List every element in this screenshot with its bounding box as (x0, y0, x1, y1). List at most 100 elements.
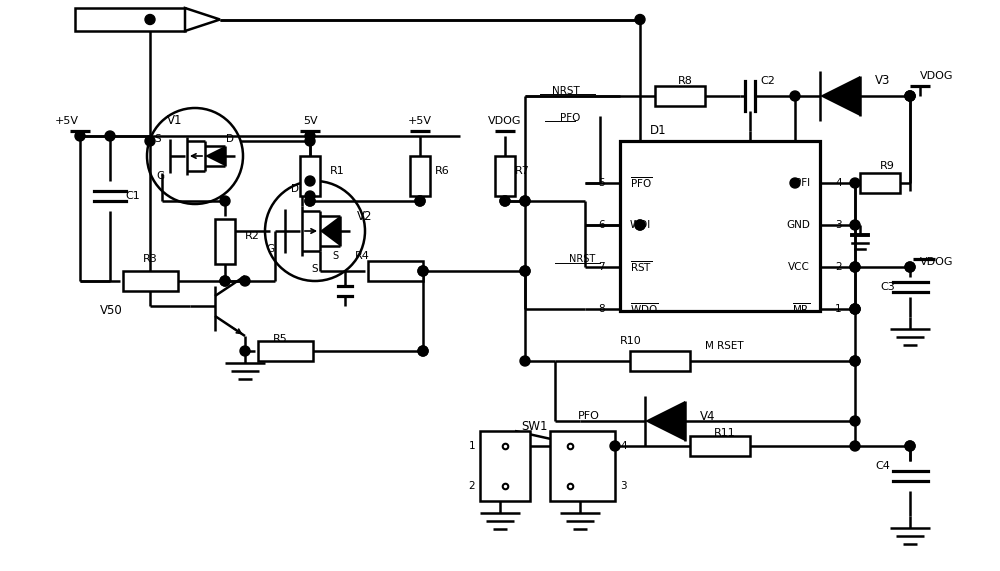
Text: VDOG: VDOG (920, 71, 954, 81)
Text: D1: D1 (650, 124, 667, 138)
Bar (480, 431, 530, 501)
Circle shape (220, 276, 230, 286)
Circle shape (500, 196, 510, 206)
Circle shape (850, 304, 860, 314)
Text: 2: 2 (468, 481, 475, 491)
Bar (495, 156, 515, 196)
Text: V4: V4 (700, 409, 716, 423)
Circle shape (305, 176, 315, 186)
Text: R1: R1 (330, 166, 345, 176)
Text: V50: V50 (100, 304, 123, 317)
Text: 1: 1 (468, 441, 475, 451)
Bar (655, 86, 705, 106)
Text: R11: R11 (714, 428, 736, 438)
Text: +5V: +5V (55, 116, 79, 126)
Text: C4: C4 (875, 461, 890, 471)
Circle shape (850, 178, 860, 188)
Text: C2: C2 (760, 76, 775, 86)
Bar (75, 8, 185, 31)
Circle shape (305, 191, 315, 201)
Text: GND: GND (786, 220, 810, 230)
Text: D: D (226, 134, 234, 144)
Circle shape (520, 196, 530, 206)
Text: VCC: VCC (788, 262, 810, 272)
Text: 8: 8 (598, 304, 605, 314)
Text: $\overline{\mathrm{MR}}$: $\overline{\mathrm{MR}}$ (792, 301, 810, 316)
Circle shape (635, 14, 645, 25)
Text: 3: 3 (620, 481, 627, 491)
Text: 1: 1 (835, 304, 842, 314)
Text: 2: 2 (835, 262, 842, 272)
Circle shape (418, 346, 428, 356)
Circle shape (905, 262, 915, 272)
Bar (300, 156, 320, 196)
Circle shape (418, 266, 428, 276)
Circle shape (905, 262, 915, 272)
Text: V3: V3 (875, 74, 890, 87)
Circle shape (850, 304, 860, 314)
Circle shape (790, 178, 800, 188)
Circle shape (75, 131, 85, 141)
Circle shape (635, 220, 645, 230)
Bar (860, 173, 900, 193)
Circle shape (145, 14, 155, 25)
Text: R6: R6 (435, 166, 450, 176)
Bar (215, 219, 235, 263)
Circle shape (220, 276, 230, 286)
Text: 5: 5 (598, 178, 605, 188)
Bar (690, 436, 750, 456)
Text: NRST: NRST (569, 254, 595, 264)
Text: G: G (266, 244, 274, 254)
Polygon shape (185, 8, 220, 31)
Circle shape (418, 346, 428, 356)
Text: +5V: +5V (408, 116, 432, 126)
Polygon shape (645, 401, 685, 441)
Polygon shape (820, 76, 860, 116)
Text: R5: R5 (273, 334, 287, 344)
Text: NRST: NRST (552, 86, 580, 96)
Circle shape (418, 266, 428, 276)
Text: M RSET: M RSET (705, 341, 744, 351)
Text: V1: V1 (167, 115, 183, 127)
Circle shape (415, 196, 425, 206)
Circle shape (305, 196, 315, 206)
Circle shape (220, 196, 230, 206)
Circle shape (635, 220, 645, 230)
Circle shape (240, 276, 250, 286)
Text: PFO: PFO (560, 113, 580, 123)
Circle shape (145, 136, 155, 146)
Text: S: S (332, 251, 338, 261)
Bar (258, 341, 313, 361)
Circle shape (905, 91, 915, 101)
Text: V2: V2 (357, 210, 373, 223)
Circle shape (305, 136, 315, 146)
Text: 4: 4 (835, 178, 842, 188)
Bar (550, 431, 615, 501)
Circle shape (500, 196, 510, 206)
Circle shape (520, 196, 530, 206)
Circle shape (520, 266, 530, 276)
Text: PFI: PFI (795, 178, 810, 188)
Text: VDOG: VDOG (488, 116, 522, 126)
Text: 6: 6 (598, 220, 605, 230)
Text: 7: 7 (598, 262, 605, 272)
Polygon shape (205, 146, 225, 166)
Circle shape (850, 416, 860, 426)
Text: D: D (291, 184, 299, 194)
Text: R9: R9 (880, 161, 895, 171)
Circle shape (850, 262, 860, 272)
Circle shape (240, 346, 250, 356)
Circle shape (850, 220, 860, 230)
Bar (630, 351, 690, 371)
Text: 5V: 5V (303, 116, 317, 126)
Bar (410, 156, 430, 196)
Polygon shape (320, 216, 340, 246)
Circle shape (610, 441, 620, 451)
Circle shape (850, 356, 860, 366)
Circle shape (905, 441, 915, 451)
Text: R4: R4 (355, 251, 370, 261)
Circle shape (850, 441, 860, 451)
Text: R8: R8 (678, 76, 692, 86)
Bar (620, 141, 820, 311)
Text: WDT_IN: WDT_IN (107, 13, 153, 26)
